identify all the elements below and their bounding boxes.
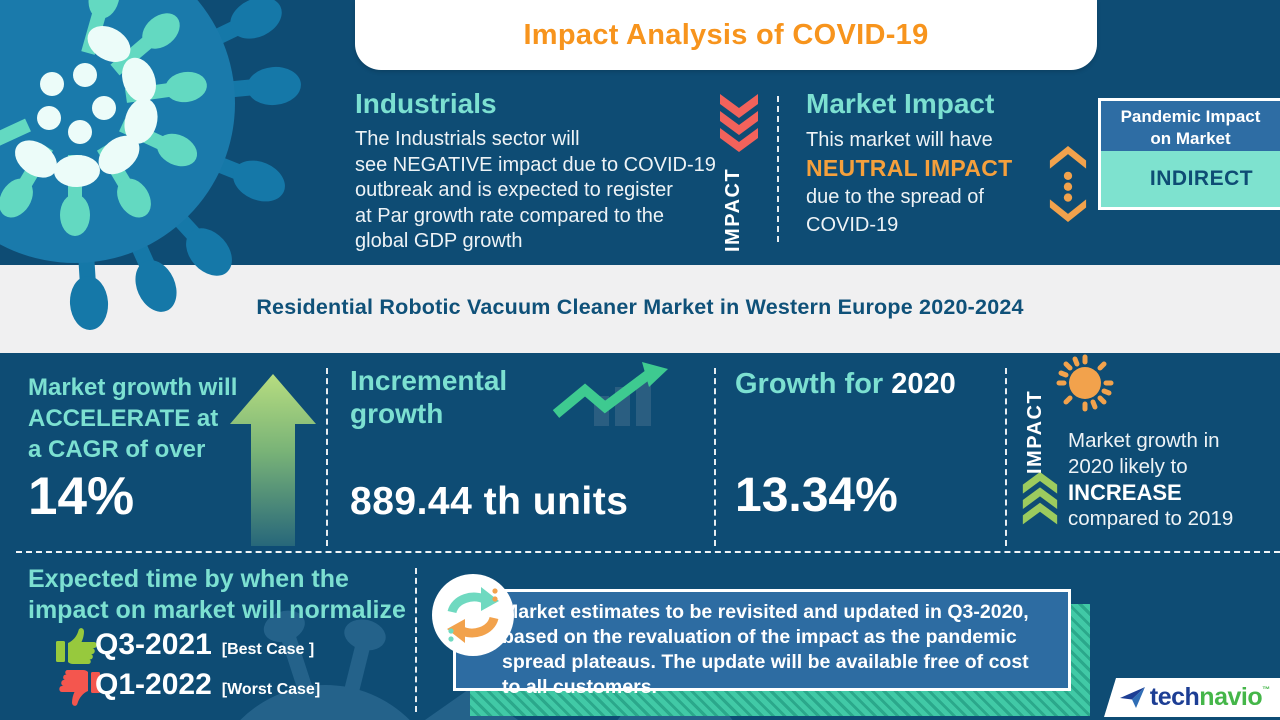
brand-name-part1: tech bbox=[1149, 683, 1200, 711]
brand-name-part2: navio bbox=[1199, 683, 1263, 711]
pandemic-impact-title: Pandemic Impact on Market bbox=[1101, 101, 1280, 151]
best-case-label: [Best Case ] bbox=[221, 641, 315, 658]
brand-logo: tech navio ™ bbox=[1119, 683, 1271, 712]
market-title: Residential Robotic Vacuum Cleaner Marke… bbox=[256, 295, 1024, 319]
refresh-arrows-icon bbox=[432, 574, 514, 656]
market-title-band bbox=[0, 265, 1280, 353]
impact-2020-statement: Market growth in 2020 likely to INCREASE… bbox=[1068, 429, 1234, 530]
coronavirus-icon bbox=[1056, 354, 1114, 412]
incremental-growth-value: 889.44 th units bbox=[350, 480, 629, 523]
worst-case-label: [Worst Case] bbox=[221, 681, 321, 698]
stats-divider-1 bbox=[326, 368, 328, 546]
growth-2020-heading: Growth for 2020 bbox=[735, 368, 956, 400]
triple-chevron-up-icon bbox=[1022, 472, 1058, 525]
bottom-divider bbox=[415, 568, 417, 712]
industrials-body: The Industrials sector will see NEGATIVE… bbox=[355, 128, 716, 252]
triple-chevron-down-icon bbox=[720, 94, 758, 152]
market-impact-line3: COVID-19 bbox=[806, 214, 899, 236]
worst-case-row: Q1-2022 [Worst Case] bbox=[95, 668, 320, 702]
industrials-section: Industrials The Industrials sector will … bbox=[355, 88, 716, 255]
brand-trademark: ™ bbox=[1262, 685, 1271, 694]
trending-up-chart-icon bbox=[552, 362, 668, 426]
technavio-arrow-icon bbox=[1119, 686, 1145, 708]
cagr-value: 14% bbox=[28, 467, 135, 526]
impact-vertical-label-2: IMPACT bbox=[1024, 389, 1046, 474]
normalize-heading: Expected time by when the impact on mark… bbox=[28, 565, 406, 624]
stats-divider-3 bbox=[1005, 368, 1007, 546]
pandemic-impact-box: Pandemic Impact on Market INDIRECT bbox=[1098, 98, 1280, 210]
worst-case-value: Q1-2022 bbox=[95, 668, 212, 701]
growth-up-arrow-icon bbox=[230, 374, 316, 546]
thumbs-up-icon bbox=[56, 628, 97, 664]
pandemic-impact-value: INDIRECT bbox=[1101, 151, 1280, 207]
note-box: Market estimates to be revisited and upd… bbox=[453, 589, 1071, 698]
banner-title: Impact Analysis of COVID-19 bbox=[523, 18, 929, 51]
section-divider bbox=[777, 96, 779, 242]
neutral-impact-icon bbox=[1049, 146, 1087, 222]
incremental-growth-heading: Incremental growth bbox=[350, 365, 508, 429]
market-impact-heading: Market Impact bbox=[806, 88, 995, 119]
coronavirus-illustration-icon bbox=[0, 0, 301, 330]
industrials-heading: Industrials bbox=[355, 88, 497, 119]
growth-2020-value: 13.34% bbox=[735, 469, 898, 522]
cagr-statement: Market growth will ACCELERATE at a CAGR … bbox=[28, 374, 238, 463]
market-impact-section: Market Impact This market will have NEUT… bbox=[806, 88, 1013, 238]
best-case-row: Q3-2021 [Best Case ] bbox=[95, 628, 314, 662]
brand-strip: tech navio ™ bbox=[1104, 678, 1280, 717]
market-impact-line2: due to the spread of bbox=[806, 186, 984, 208]
impact-vertical-label: IMPACT bbox=[722, 167, 744, 252]
best-case-value: Q3-2021 bbox=[95, 628, 212, 661]
market-impact-highlight: NEUTRAL IMPACT bbox=[806, 155, 1013, 181]
stats-divider-2 bbox=[714, 368, 716, 546]
banner-title-box: Impact Analysis of COVID-19 bbox=[355, 0, 1097, 70]
market-impact-line1: This market will have bbox=[806, 129, 993, 151]
thumbs-down-icon bbox=[59, 670, 100, 706]
horizontal-divider bbox=[16, 551, 1280, 553]
